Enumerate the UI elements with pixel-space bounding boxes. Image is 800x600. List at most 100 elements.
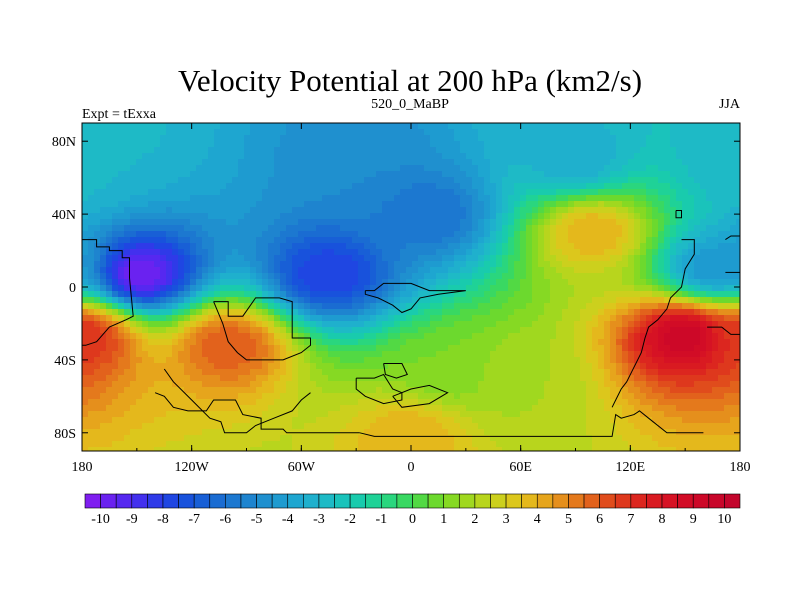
field-cell (538, 177, 545, 184)
field-cell (406, 357, 413, 364)
field-cell (154, 213, 161, 220)
field-cell (232, 381, 239, 388)
field-cell (676, 231, 683, 238)
field-cell (496, 279, 503, 286)
field-cell (250, 267, 257, 274)
field-cell (190, 183, 197, 190)
field-cell (268, 381, 275, 388)
field-cell (190, 285, 197, 292)
field-cell (112, 165, 119, 172)
field-cell (244, 303, 251, 310)
field-cell (226, 375, 233, 382)
field-cell (580, 339, 587, 346)
field-cell (394, 351, 401, 358)
field-cell (154, 345, 161, 352)
field-cell (130, 285, 137, 292)
field-cell (658, 159, 665, 166)
field-cell (118, 231, 125, 238)
field-cell (430, 357, 437, 364)
field-cell (436, 381, 443, 388)
field-cell (532, 213, 539, 220)
field-cell (154, 231, 161, 238)
field-cell (592, 201, 599, 208)
field-cell (574, 303, 581, 310)
field-cell (178, 357, 185, 364)
field-cell (376, 243, 383, 250)
field-cell (82, 321, 89, 328)
field-cell (520, 381, 527, 388)
field-cell (436, 303, 443, 310)
field-cell (124, 147, 131, 154)
field-cell (436, 273, 443, 280)
field-cell (442, 327, 449, 334)
field-cell (520, 309, 527, 316)
field-cell (112, 267, 119, 274)
field-cell (394, 315, 401, 322)
field-cell (310, 159, 317, 166)
field-cell (298, 387, 305, 394)
field-cell (538, 249, 545, 256)
field-cell (112, 279, 119, 286)
field-cell (430, 255, 437, 262)
field-cell (340, 129, 347, 136)
field-cell (430, 243, 437, 250)
field-cell (256, 381, 263, 388)
field-cell (592, 231, 599, 238)
field-cell (304, 279, 311, 286)
field-cell (298, 213, 305, 220)
field-cell (628, 129, 635, 136)
field-cell (400, 297, 407, 304)
field-cell (508, 255, 515, 262)
field-cell (664, 315, 671, 322)
field-cell (220, 375, 227, 382)
field-cell (676, 255, 683, 262)
field-cell (244, 273, 251, 280)
field-cell (292, 219, 299, 226)
field-cell (532, 237, 539, 244)
field-cell (610, 291, 617, 298)
field-cell (682, 249, 689, 256)
field-cell (604, 327, 611, 334)
field-cell (514, 309, 521, 316)
field-cell (550, 165, 557, 172)
field-cell (160, 129, 167, 136)
field-cell (256, 291, 263, 298)
field-cell (346, 135, 353, 142)
field-cell (616, 321, 623, 328)
field-cell (544, 219, 551, 226)
field-cell (460, 237, 467, 244)
field-cell (430, 231, 437, 238)
field-cell (622, 141, 629, 148)
field-cell (580, 321, 587, 328)
field-cell (634, 141, 641, 148)
field-cell (202, 207, 209, 214)
field-cell (514, 351, 521, 358)
field-cell (148, 321, 155, 328)
field-cell (130, 369, 137, 376)
field-cell (310, 129, 317, 136)
field-cell (622, 351, 629, 358)
field-cell (490, 309, 497, 316)
field-cell (652, 339, 659, 346)
field-cell (226, 225, 233, 232)
field-cell (484, 327, 491, 334)
field-cell (694, 153, 701, 160)
field-cell (202, 225, 209, 232)
field-cell (106, 195, 113, 202)
field-cell (460, 147, 467, 154)
field-cell (568, 195, 575, 202)
field-cell (244, 375, 251, 382)
field-cell (184, 219, 191, 226)
field-cell (700, 327, 707, 334)
field-cell (232, 243, 239, 250)
field-cell (154, 351, 161, 358)
field-cell (334, 153, 341, 160)
field-cell (718, 201, 725, 208)
field-cell (442, 147, 449, 154)
field-cell (238, 129, 245, 136)
field-cell (514, 261, 521, 268)
field-cell (112, 291, 119, 298)
field-cell (382, 303, 389, 310)
field-cell (286, 363, 293, 370)
field-cell (316, 285, 323, 292)
